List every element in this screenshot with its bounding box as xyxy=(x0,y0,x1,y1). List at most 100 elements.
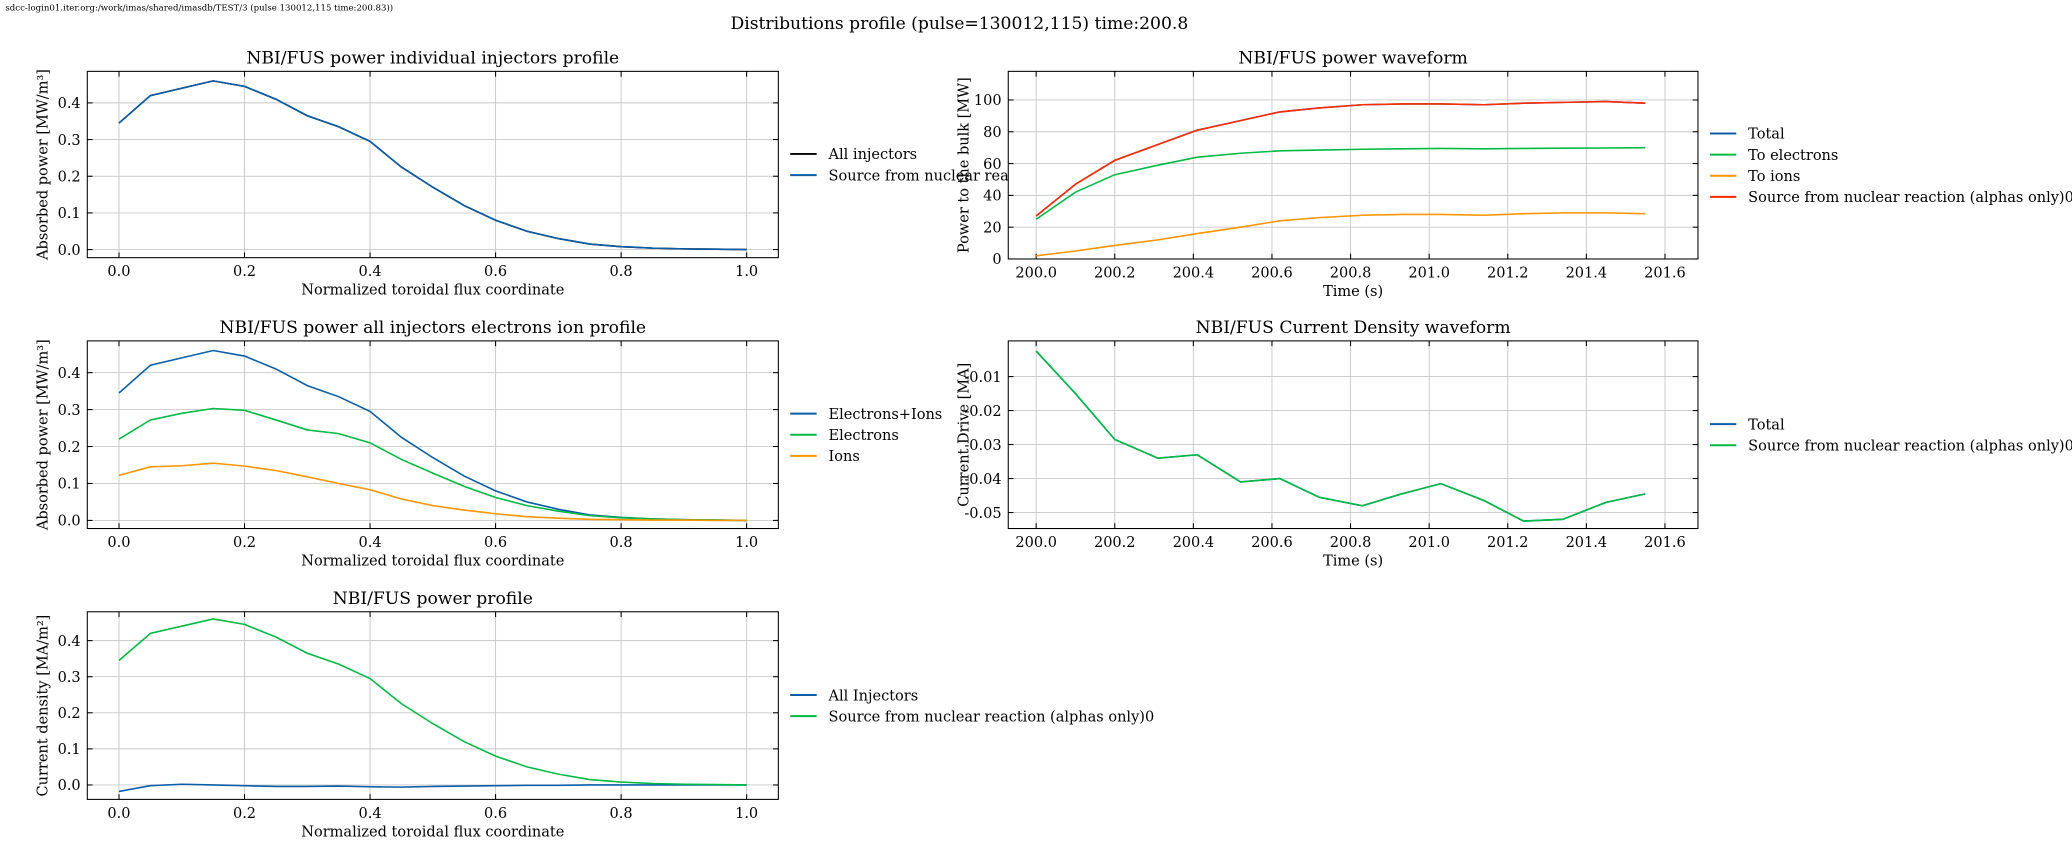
series-line xyxy=(118,618,747,786)
y-tick-label: 0.0 xyxy=(58,778,81,794)
chart: 200.0 200.2 200.4 200.6 200.8 201.0 201.2 201.4… xyxy=(957,318,2072,570)
plot-area xyxy=(1008,71,1698,259)
axes-frame xyxy=(1007,70,1699,260)
y-tick-label: -0.04 xyxy=(964,472,1001,488)
y-tick-label: 0.2 xyxy=(58,706,81,722)
x-tick-label: 1.0 xyxy=(735,535,758,551)
y-axis-label: Power to the bulk [MW] xyxy=(957,77,973,253)
chart-title: NBI/FUS power individual injectors profi… xyxy=(246,48,619,68)
plot-area xyxy=(87,340,779,529)
y-tick-label: 0.1 xyxy=(58,742,81,758)
series-line xyxy=(1035,146,1646,220)
y-axis-label: Current density [MA/m²] xyxy=(36,615,52,797)
x-tick-label: 201.2 xyxy=(1487,535,1529,551)
axes-frame xyxy=(86,340,779,530)
series-line xyxy=(1035,100,1646,217)
x-tick-label: 200.6 xyxy=(1251,265,1293,281)
x-tick-label: 200.6 xyxy=(1251,535,1293,551)
x-tick-label: 200.2 xyxy=(1094,535,1136,551)
y-tick-label: -0.02 xyxy=(964,404,1001,420)
y-tick-label: -0.01 xyxy=(964,370,1001,386)
x-tick-label: 0.4 xyxy=(359,264,382,280)
x-tick-label: 200.0 xyxy=(1015,265,1057,281)
series-line xyxy=(118,407,747,522)
x-axis-label: Normalized toroidal flux coordinate xyxy=(301,554,564,570)
legend-label: Source from nuclear reaction (alphas onl… xyxy=(829,709,1155,725)
x-tick-label: 0.4 xyxy=(359,535,382,551)
path-label: sdcc-login01.iter.org:/work/imas/shared/… xyxy=(5,3,393,14)
y-tick-label: -0.05 xyxy=(964,506,1001,522)
figure-title: Distributions profile (pulse=130012,115)… xyxy=(730,14,1188,34)
y-axis-label: Current Drive [MA] xyxy=(957,363,973,507)
plot-area xyxy=(87,71,779,258)
axes-frame xyxy=(1007,340,1699,530)
x-tick-label: 201.2 xyxy=(1487,265,1529,281)
x-tick-label: 201.4 xyxy=(1566,265,1608,281)
legend-label: Source from nuclear reaction (alphas onl… xyxy=(1748,190,2072,206)
x-axis-label: Normalized toroidal flux coordinate xyxy=(301,824,564,840)
y-tick-label: 0.2 xyxy=(58,440,81,456)
y-tick-label: 0.3 xyxy=(58,133,81,149)
x-tick-label: 201.0 xyxy=(1408,535,1450,551)
chart-title: NBI/FUS power waveform xyxy=(1238,48,1467,68)
chart: 0.0 0.2 0.4 0.6 0.8 1.0 0.0 0.1 0.2 0.3 0.4 NBI/FUS… xyxy=(36,589,1155,841)
y-tick-label: 80 xyxy=(983,125,1001,141)
x-tick-label: 200.2 xyxy=(1094,265,1136,281)
chart-title: NBI/FUS Current Density waveform xyxy=(1196,318,1511,338)
x-tick-label: 201.0 xyxy=(1408,265,1450,281)
chart-title: NBI/FUS power all injectors electrons io… xyxy=(220,318,647,338)
legend-label: Ions xyxy=(829,449,860,465)
chart: 0.0 0.2 0.4 0.6 0.8 1.0 0.0 0.1 0.2 0.3 0.4 NBI/FUS… xyxy=(36,48,1155,298)
y-tick-label: 0.0 xyxy=(58,243,81,259)
chart: 200.0 200.2 200.4 200.6 200.8 201.0 201.2 201.4… xyxy=(957,48,2072,300)
x-tick-label: 0.8 xyxy=(610,264,633,280)
chart: 0.0 0.2 0.4 0.6 0.8 1.0 0.0 0.1 0.2 0.3 0.4 NBI/FUS… xyxy=(36,318,943,570)
axes-frame xyxy=(86,70,779,259)
y-tick-label: 0.1 xyxy=(58,477,81,493)
x-tick-label: 1.0 xyxy=(735,806,758,822)
y-tick-label: 0.0 xyxy=(58,514,81,530)
plot-area xyxy=(1008,340,1698,529)
plot-area xyxy=(87,611,779,800)
x-tick-label: 0.2 xyxy=(233,806,256,822)
y-tick-label: 20 xyxy=(983,220,1001,236)
x-tick-label: 200.8 xyxy=(1330,265,1372,281)
series-line xyxy=(1036,212,1646,257)
x-tick-label: 0.8 xyxy=(610,535,633,551)
y-tick-label: 0.3 xyxy=(58,670,81,686)
x-tick-label: 0.2 xyxy=(233,264,256,280)
legend-label: Total xyxy=(1748,127,1785,143)
x-tick-label: 0.0 xyxy=(107,806,130,822)
series-line xyxy=(118,783,747,793)
y-tick-label: 0.4 xyxy=(58,96,81,112)
series-line xyxy=(118,80,747,251)
y-tick-label: 40 xyxy=(983,189,1001,205)
x-tick-label: 200.4 xyxy=(1173,535,1215,551)
chart-title: NBI/FUS power profile xyxy=(333,589,533,609)
y-tick-label: 0.4 xyxy=(58,366,81,382)
y-tick-label: 0.1 xyxy=(58,206,81,222)
legend-label: All Injectors xyxy=(828,688,919,704)
x-tick-label: 0.4 xyxy=(359,806,382,822)
x-tick-label: 0.6 xyxy=(484,806,507,822)
legend-label: Source from nuclear reaction (alphas onl… xyxy=(1748,439,2072,455)
legend-label: Total xyxy=(1748,417,1785,433)
x-tick-label: 1.0 xyxy=(735,264,758,280)
x-tick-label: 200.0 xyxy=(1015,535,1057,551)
y-tick-label: 100 xyxy=(974,93,1002,109)
legend-label: To electrons xyxy=(1748,148,1838,164)
legend-label: Electrons xyxy=(829,428,899,444)
x-tick-label: 0.0 xyxy=(107,264,130,280)
x-axis-label: Normalized toroidal flux coordinate xyxy=(301,283,564,299)
series-line xyxy=(1035,350,1646,522)
x-tick-label: 0.6 xyxy=(484,535,507,551)
y-tick-label: 0.4 xyxy=(58,634,81,650)
y-tick-label: 0.3 xyxy=(58,403,81,419)
y-tick-label: -0.03 xyxy=(964,438,1001,454)
x-tick-label: 200.8 xyxy=(1330,535,1372,551)
x-tick-label: 0.6 xyxy=(484,264,507,280)
x-tick-label: 0.0 xyxy=(107,535,130,551)
x-axis-label: Time (s) xyxy=(1323,554,1383,570)
x-tick-label: 201.6 xyxy=(1644,535,1686,551)
y-axis-label: Absorbed power [MW/m³] xyxy=(36,69,52,261)
